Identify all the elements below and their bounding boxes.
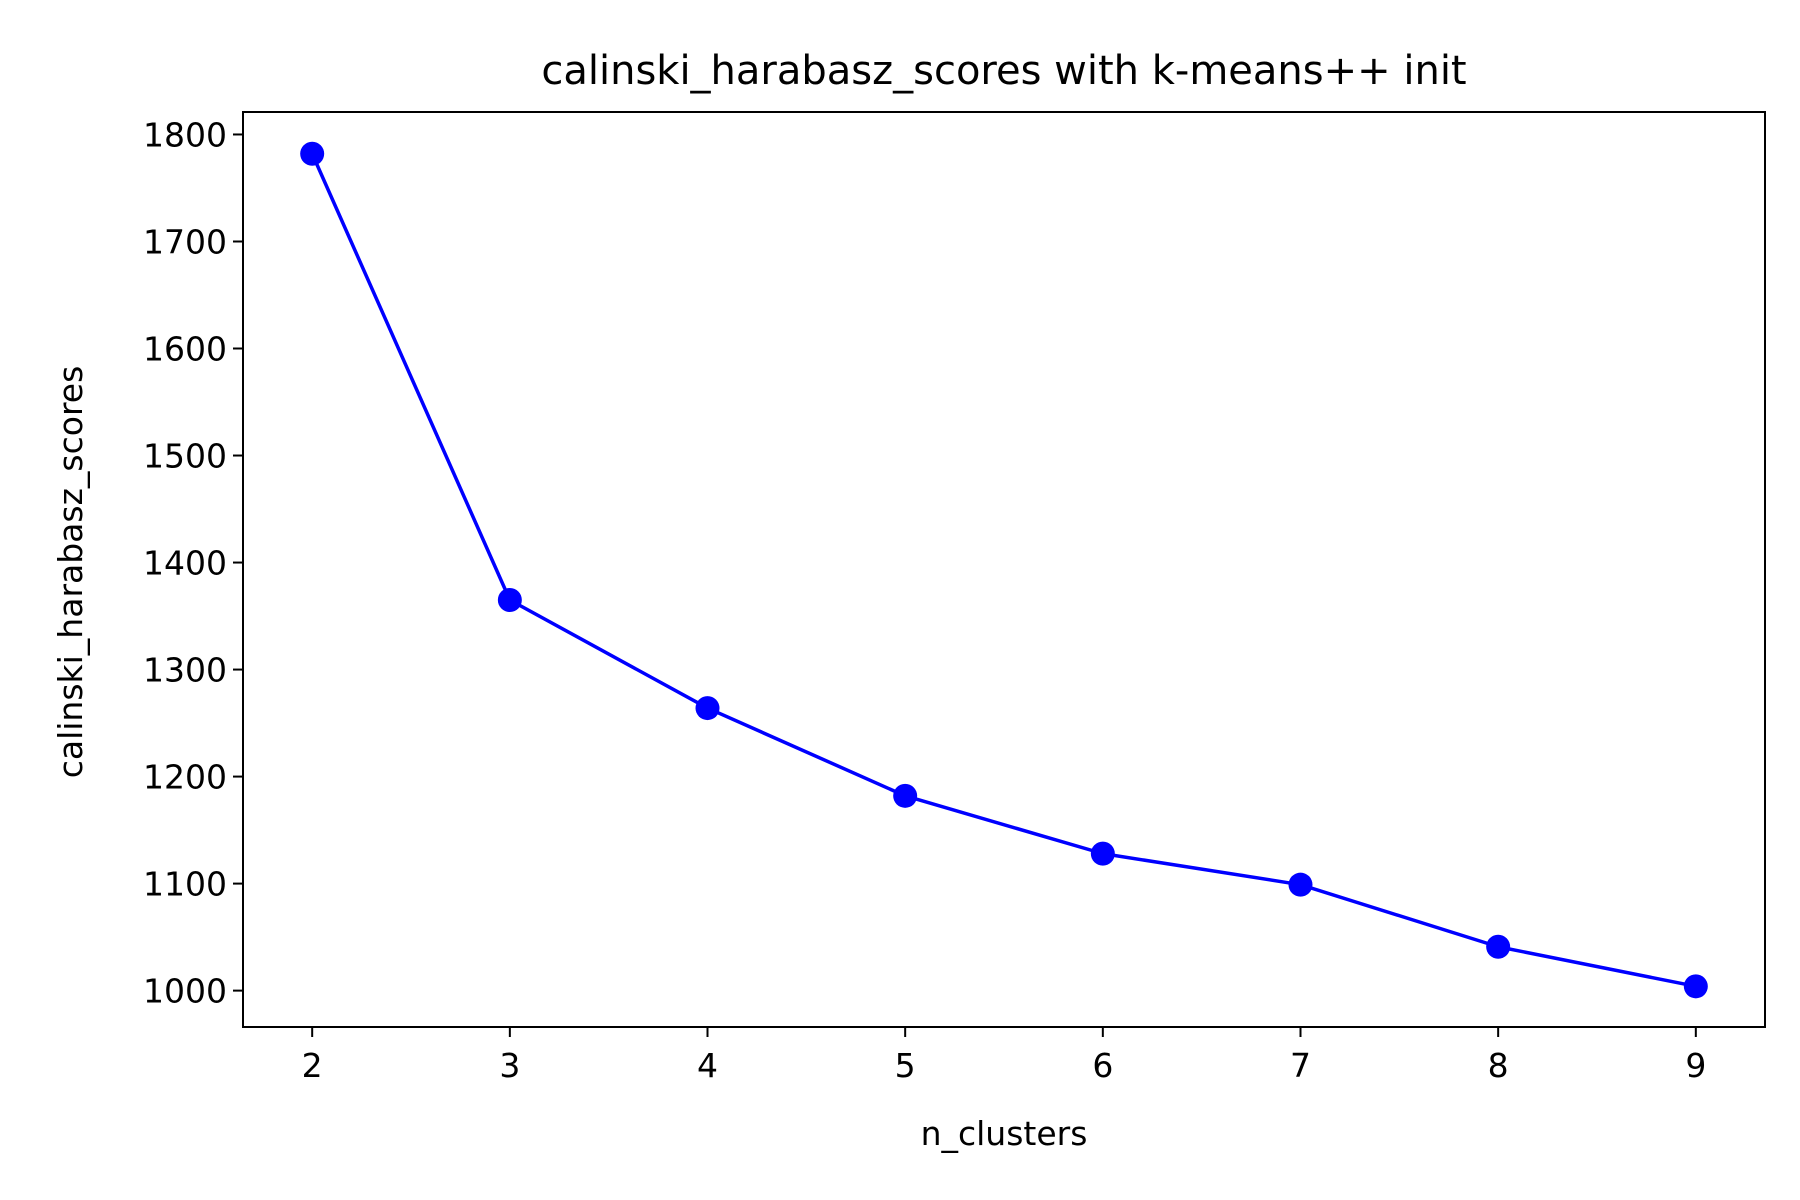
data-point: [695, 696, 720, 721]
series-points-group: [300, 141, 1708, 999]
x-tick-label: 9: [1685, 1046, 1706, 1085]
y-tick-label: 1500: [143, 437, 227, 476]
data-point: [300, 141, 325, 166]
y-tick-label: 1400: [143, 544, 227, 583]
chart-title: calinski_harabasz_scores with k-means++ …: [541, 48, 1466, 94]
x-tick-label: 8: [1488, 1046, 1509, 1085]
x-tick-label: 5: [895, 1046, 916, 1085]
x-tick-label: 7: [1290, 1046, 1311, 1085]
data-point: [1486, 934, 1511, 959]
data-point: [497, 588, 522, 612]
x-tick-label: 3: [499, 1046, 520, 1085]
y-tick-label: 1000: [143, 972, 227, 1011]
x-tick-label: 4: [697, 1046, 718, 1085]
axes-frame: [242, 111, 1766, 1028]
data-point: [1090, 841, 1115, 866]
y-tick-label: 1800: [143, 115, 227, 154]
series-line-group: [310, 153, 1697, 989]
y-tick-label: 1200: [143, 758, 227, 797]
y-axis-label: calinski_harabasz_scores: [51, 366, 90, 779]
data-point: [1288, 872, 1313, 897]
x-tick-label: 2: [302, 1046, 323, 1085]
series-line: [310, 153, 1697, 989]
y-tick-label: 1100: [143, 865, 227, 904]
data-point: [893, 783, 918, 808]
y-tick-label: 1700: [143, 222, 227, 261]
data-point: [1683, 974, 1708, 999]
y-tick-label: 1300: [143, 651, 227, 690]
x-axis-label: n_clusters: [921, 1114, 1088, 1153]
x-axis-ticks: 2 3 4 5 6 7 8 9: [302, 1027, 1706, 1085]
y-tick-label: 1600: [143, 330, 227, 369]
x-tick-label: 6: [1092, 1046, 1113, 1085]
y-axis-ticks: 1000 1100 1200 1300 1400 1500 1600 1700 1800: [143, 115, 243, 1011]
